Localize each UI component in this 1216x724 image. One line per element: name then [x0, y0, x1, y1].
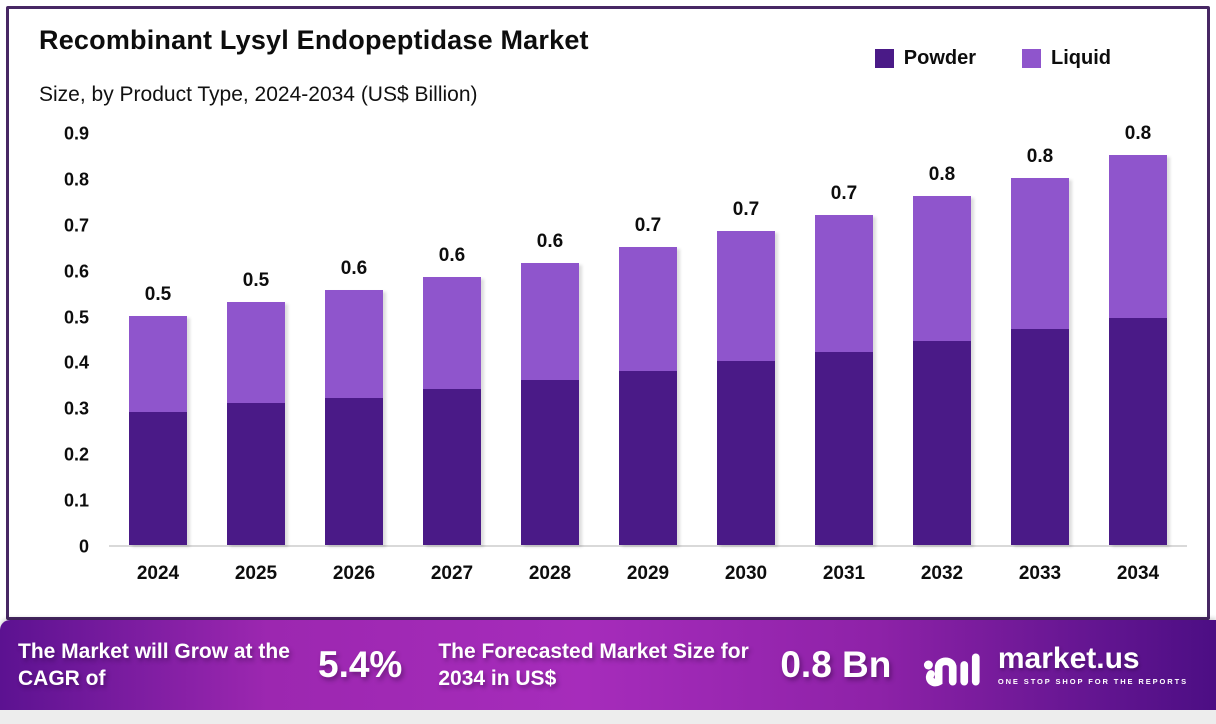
y-tick-label: 0.3 [63, 398, 89, 419]
bar-segment-powder [913, 340, 971, 545]
x-tick-label: 2028 [528, 563, 572, 584]
cagr-label: The Market will Grow at the CAGR of [18, 639, 290, 690]
bar-segment-powder [521, 379, 579, 545]
y-tick-label: 0.5 [63, 307, 89, 327]
bar-value-label: 0.6 [340, 258, 368, 280]
bar-segment-powder [815, 352, 873, 545]
bar-segment-powder [129, 411, 187, 545]
legend-label-powder: Powder [903, 47, 977, 69]
market-us-logo-icon [923, 653, 980, 687]
plot-area: 0.5 2024 0.5 2025 0.6 2026 0.6 2027 0.6 2028 0.7 20… [109, 123, 1187, 584]
x-tick-label: 2029 [626, 563, 670, 584]
bar-segment-liquid [423, 276, 481, 389]
bar-segment-liquid [325, 290, 383, 399]
bar-segment-powder [227, 402, 285, 545]
y-tick-label: 0.8 [63, 169, 89, 190]
bar-segment-powder [1109, 317, 1167, 545]
bar-2033 [1011, 177, 1069, 545]
bar-segment-liquid [913, 196, 971, 341]
bar-segment-liquid [1109, 154, 1167, 318]
cagr-value: 5.4% [318, 644, 403, 685]
y-tick-label: 0.7 [63, 215, 89, 236]
bar-2025 [227, 301, 285, 545]
bar-2026 [325, 290, 383, 545]
forecast-value: 0.8 Bn [780, 644, 892, 685]
bar-segment-powder [325, 398, 383, 545]
bar-value-label: 0.5 [242, 269, 270, 291]
y-axis: 0 0.1 0.2 0.3 0.4 0.5 0.6 0.7 0.8 0.9 [25, 123, 89, 556]
bar-segment-liquid [521, 262, 579, 380]
y-tick-label: 0.1 [63, 490, 89, 511]
legend-item-liquid: Liquid [1022, 47, 1111, 70]
y-tick-label: 0.6 [63, 261, 89, 282]
bar-2024 [129, 315, 187, 545]
bar-value-label: 0.7 [732, 198, 760, 220]
x-tick-label: 2033 [1018, 563, 1062, 584]
y-tick-label: 0.2 [63, 444, 89, 465]
brand-tagline: ONE STOP SHOP FOR THE REPORTS [997, 677, 1188, 686]
bar-segment-powder [717, 361, 775, 545]
bar-value-label: 0.7 [830, 182, 858, 204]
bar-2029 [619, 246, 677, 545]
bar-2032 [913, 196, 971, 545]
x-tick-label: 2027 [430, 563, 474, 584]
chart-title: Recombinant Lysyl Endopeptidase Market [39, 25, 589, 55]
bar-value-label: 0.8 [1026, 145, 1054, 167]
bar-2027 [423, 276, 481, 545]
x-tick-label: 2026 [332, 563, 376, 584]
bar-2031 [815, 214, 873, 545]
bar-segment-liquid [815, 214, 873, 353]
bar-value-label: 0.7 [634, 214, 662, 236]
bar-2028 [521, 262, 579, 545]
bar-2030 [717, 230, 775, 545]
bar-segment-powder [1011, 329, 1069, 545]
x-tick-label: 2032 [920, 563, 964, 584]
bar-value-label: 0.6 [438, 244, 466, 266]
bar-value-label: 0.5 [144, 283, 172, 305]
chart-subtitle: Size, by Product Type, 2024-2034 (US$ Bi… [39, 83, 478, 106]
legend-item-powder: Powder [874, 47, 977, 70]
bar-segment-powder [619, 370, 677, 545]
bar-value-label: 0.8 [1124, 122, 1152, 144]
bar-segment-liquid [129, 315, 187, 412]
bar-segment-powder [423, 388, 481, 545]
y-tick-label: 0.9 [63, 123, 89, 144]
bar-segment-liquid [227, 301, 285, 403]
brand-name: market.us [997, 642, 1140, 675]
legend: Powder Liquid [874, 47, 1111, 70]
brand-logo: market.us ONE STOP SHOP FOR THE REPORTS [922, 639, 1188, 691]
bar-value-label: 0.6 [536, 230, 564, 252]
bar-2034 [1109, 154, 1167, 545]
legend-label-liquid: Liquid [1051, 47, 1111, 69]
bar-value-label: 0.8 [928, 164, 956, 186]
bottom-strip [0, 710, 1216, 724]
x-tick-label: 2024 [136, 563, 180, 584]
bottom-banner: The Market will Grow at the CAGR of 5.4%… [0, 620, 1216, 710]
bar-segment-liquid [717, 230, 775, 362]
chart-card: Recombinant Lysyl Endopeptidase Market S… [6, 6, 1210, 620]
forecast-label: The Forecasted Market Size for 2034 in U… [438, 639, 749, 690]
powder-swatch-icon [874, 49, 894, 68]
y-tick-label: 0 [78, 536, 89, 557]
x-tick-label: 2030 [724, 563, 768, 584]
y-tick-label: 0.4 [63, 352, 89, 373]
x-tick-label: 2025 [234, 563, 278, 584]
bar-segment-liquid [619, 246, 677, 371]
liquid-swatch-icon [1022, 49, 1042, 68]
x-tick-label: 2034 [1116, 563, 1160, 584]
bar-segment-liquid [1011, 177, 1069, 330]
x-tick-label: 2031 [822, 563, 866, 584]
